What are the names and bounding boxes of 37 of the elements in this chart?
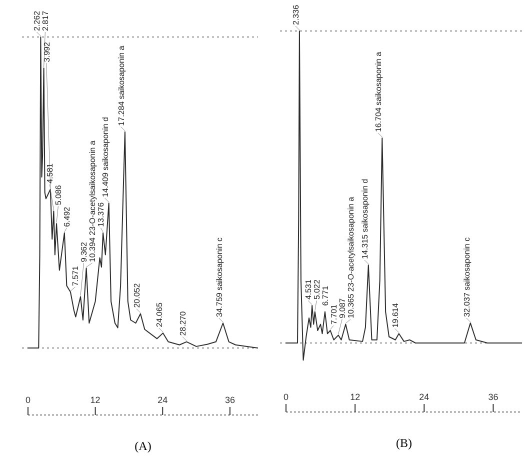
annotation: 14.315 saikosaponin d [360, 178, 370, 259]
annotation: 14.409 saikosaponin d [100, 117, 110, 198]
x-tick-label: 12 [90, 395, 100, 405]
x-tick-label: 0 [283, 392, 289, 402]
x-tick-label: 24 [419, 392, 430, 402]
x-tick-label: 36 [224, 395, 235, 405]
annotation: 3.992 [42, 42, 52, 62]
annotation: 17.284 saikosaponin a [116, 45, 126, 126]
annotation: 10.394 23-O-acetylsaikosaponin a [88, 140, 98, 262]
annotation: 5.086 [54, 184, 64, 206]
annotation: 34.759 saikosaponin c [214, 237, 224, 318]
annotation: 24.065 [155, 302, 164, 328]
annotation: 6.492 [62, 206, 72, 227]
annotation: 7.701 [330, 304, 339, 325]
annotation: 10.365 23-O-acetylsaikosaponin a [346, 196, 356, 318]
annotation: 5.022 [312, 278, 322, 300]
annotation: 2.336 [291, 4, 300, 25]
annotation: 4.581 [46, 162, 55, 184]
annotation: 20.052 [132, 282, 142, 308]
annotation: 19.614 [390, 302, 400, 328]
x-tick-label: 36 [488, 392, 498, 402]
x-tick-label: 24 [158, 395, 168, 405]
annotation: 2.262 [32, 10, 42, 31]
annotation: 2.817 [41, 10, 50, 31]
annotation: 32.037 saikosaponin c [462, 237, 472, 318]
x-tick-label: 12 [350, 392, 360, 402]
x-axis-title: (B) [396, 436, 412, 450]
annotation: 7.571 [71, 265, 80, 286]
annotation: 9.362 [80, 242, 89, 262]
annotation: 6.771 [321, 285, 330, 306]
x-axis-title: (A) [134, 439, 152, 453]
annotation: 28.270 [178, 310, 188, 336]
annotation: 16.704 saikosaponin a [374, 51, 384, 132]
annotation: 9.087 [338, 298, 348, 318]
annotation: 13.376 [96, 202, 106, 227]
x-tick-label: 0 [25, 395, 31, 405]
annotation: 4.531 [304, 278, 314, 300]
